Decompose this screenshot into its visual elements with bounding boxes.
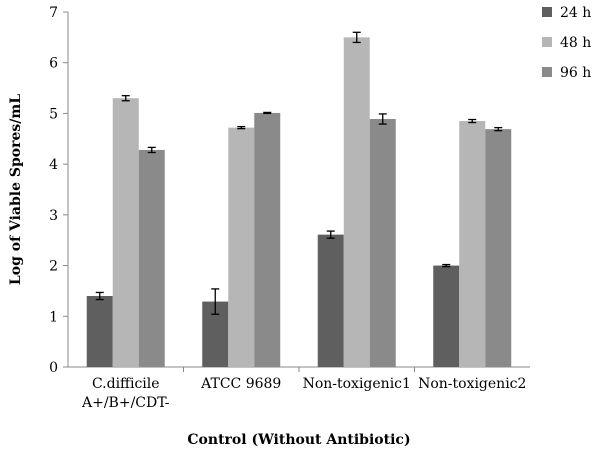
bar: [485, 129, 512, 367]
bar: [138, 149, 165, 367]
x-tick-label-line: ATCC 9689: [200, 376, 281, 392]
y-tick-label: 2: [49, 259, 58, 275]
bar: [369, 119, 396, 367]
x-tick-label: ATCC 9689: [200, 376, 281, 392]
y-tick-label: 7: [49, 5, 58, 21]
legend-swatch: [542, 67, 552, 77]
bar: [317, 234, 344, 367]
x-tick-label-line: A+/B+/CDT-: [81, 395, 170, 411]
x-tick-label-line: Non-toxigenic1: [303, 376, 411, 392]
legend-label: 96 h: [560, 65, 591, 81]
y-tick-label: 1: [49, 309, 58, 325]
bar: [228, 127, 255, 367]
legend-label: 48 h: [560, 35, 591, 51]
x-tick-label: C.difficile A+/B+/CDT-: [81, 376, 170, 411]
y-tick-label: 0: [49, 360, 58, 376]
bar: [86, 296, 113, 367]
bar: [254, 112, 281, 368]
legend-swatch: [542, 7, 552, 17]
x-tick-label-line: C.difficile: [92, 376, 160, 392]
legend-swatch: [542, 37, 552, 47]
legend-label: 24 h: [560, 5, 591, 21]
x-tick-label: Non-toxigenic1: [303, 376, 411, 392]
x-axis-title: Control (Without Antibiotic): [187, 432, 410, 448]
bar: [459, 121, 486, 368]
y-tick-label: 4: [49, 157, 58, 173]
y-tick-label: 5: [49, 106, 58, 122]
x-tick-label: Non-toxigenic2: [418, 376, 526, 392]
bar: [112, 98, 139, 367]
bar: [433, 265, 460, 367]
x-tick-label-line: Non-toxigenic2: [418, 376, 526, 392]
y-axis-title: Log of Viable Spores/mL: [8, 94, 24, 285]
y-tick-label: 3: [49, 208, 58, 224]
y-tick-label: 6: [49, 56, 58, 72]
bar: [343, 37, 370, 367]
